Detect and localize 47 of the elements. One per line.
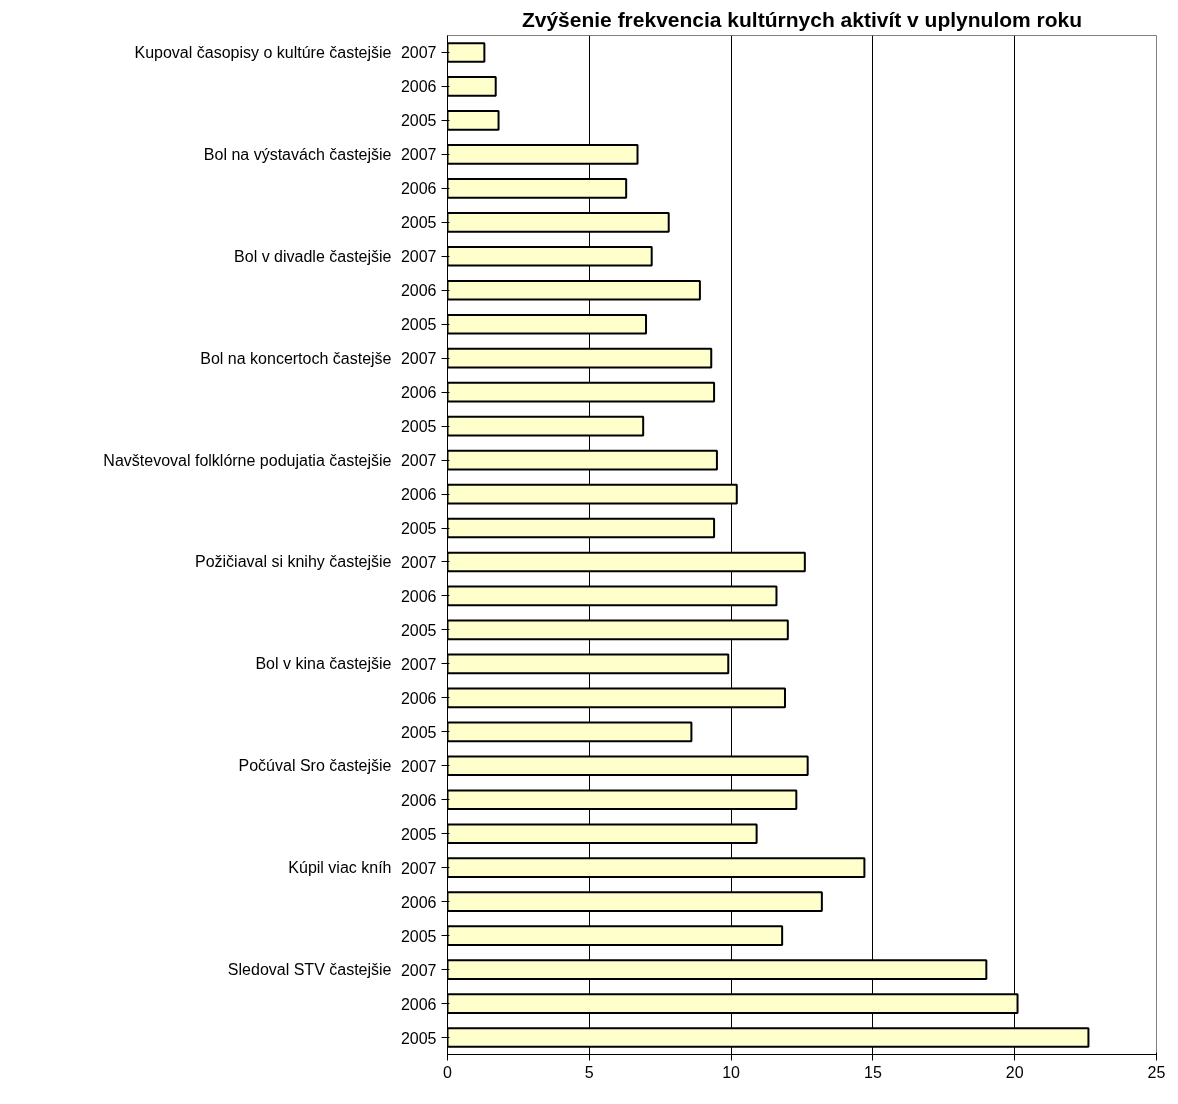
- y-tick-label: 2005: [400, 520, 437, 538]
- y-tick-label: 2007: [400, 248, 437, 266]
- y-tick-label: 2005: [400, 825, 437, 843]
- text: Bol v kina častejšie: [255, 655, 392, 673]
- y-tick-label: 2007: [400, 859, 437, 877]
- y-tick-label: 2007: [400, 146, 437, 164]
- text: Sledoval STV častejšie: [227, 961, 392, 979]
- text: Navštevoval folklórne podujatia častejšie: [103, 451, 392, 469]
- y-tick-label: 2007: [400, 452, 437, 470]
- x-tick-label: 25: [1147, 1063, 1166, 1081]
- x-tick-label: 10: [722, 1063, 741, 1081]
- y-tick-label: 2006: [400, 78, 437, 96]
- text: Bol na koncertoch častejše: [200, 349, 392, 367]
- x-tick-label: 5: [584, 1063, 594, 1081]
- y-tick-label: 2006: [400, 893, 437, 911]
- text: Požičiaval si knihy častejšie: [194, 553, 392, 571]
- x-tick-label: 20: [1005, 1063, 1024, 1081]
- x-tick-label: 0: [443, 1063, 453, 1081]
- y-tick-label: 2005: [400, 1029, 437, 1047]
- text: Bol v divadle častejšie: [234, 247, 392, 265]
- y-tick-label: 2005: [400, 316, 437, 334]
- y-tick-label: 2005: [400, 112, 437, 130]
- y-tick-label: 2005: [400, 418, 437, 436]
- y-tick-label: 2006: [400, 486, 437, 504]
- y-tick-label: 2005: [400, 214, 437, 232]
- text: Kúpil viac kníh: [288, 859, 392, 877]
- y-tick-label: 2007: [400, 655, 437, 673]
- y-tick-label: 2007: [400, 961, 437, 979]
- y-tick-label: 2006: [400, 384, 437, 402]
- y-tick-label: 2006: [400, 282, 437, 300]
- y-tick-label: 2006: [400, 791, 437, 809]
- y-tick-label: 2005: [400, 927, 437, 945]
- text: Počúval Sro častejšie: [238, 757, 392, 775]
- y-tick-label: 2006: [400, 587, 437, 605]
- y-tick-label: 2006: [400, 180, 437, 198]
- y-tick-label: 2006: [400, 995, 437, 1013]
- y-tick-label: 2005: [400, 723, 437, 741]
- y-tick-label: 2005: [400, 621, 437, 639]
- y-tick-label: 2007: [400, 553, 437, 571]
- text: Bol na výstavách častejšie: [203, 145, 392, 163]
- chart-title: Zvýšenie frekvencia kultúrnych aktivít v uplynulom roku: [521, 7, 1083, 31]
- text: Kupoval časopisy o kultúre častejšie: [134, 43, 392, 61]
- y-tick-label: 2006: [400, 689, 437, 707]
- x-tick-label: 15: [864, 1063, 882, 1081]
- y-tick-label: 2007: [400, 757, 437, 775]
- y-tick-label: 2007: [400, 350, 437, 368]
- y-tick-label: 2007: [400, 44, 437, 62]
